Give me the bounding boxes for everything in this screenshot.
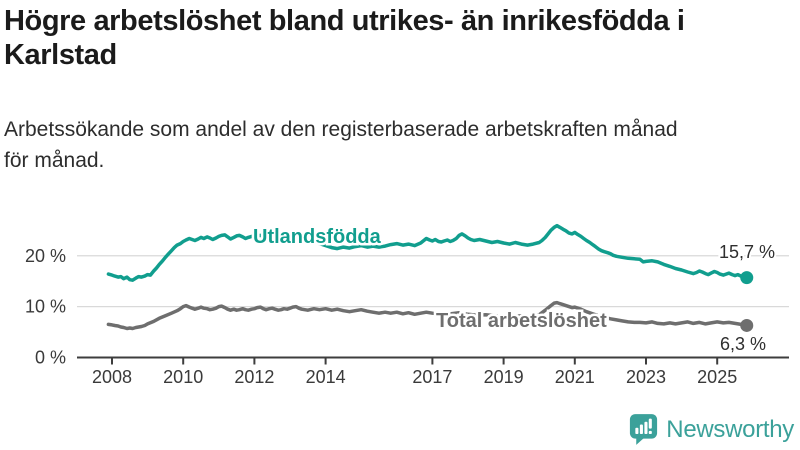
series-end-dot — [740, 318, 754, 332]
chart-title-line-1: Högre arbetslöshet bland utrikes- än inr… — [4, 5, 685, 37]
series-line — [106, 300, 749, 331]
series-end-dot — [740, 271, 754, 285]
series-end-value-label: 15,7 % — [719, 242, 775, 262]
chart-subtitle-line-1: Arbetssökande som andel av den registerb… — [4, 118, 678, 141]
unemployment-line-chart: 2008 2010 2012 2014 2017 2019 2021 2023 2025 0 % 1… — [25, 223, 789, 387]
x-tick-label: 2014 — [306, 367, 346, 387]
series-total — [106, 300, 754, 332]
series-label: Total arbetslöshet — [436, 310, 607, 332]
x-tick-label: 2023 — [626, 367, 666, 387]
y-tick-label: 20 % — [25, 246, 66, 266]
y-tick-label: 10 % — [25, 297, 66, 317]
newsworthy-wordmark: Newsworthy — [666, 415, 794, 443]
series-utlandsfodda — [106, 223, 754, 285]
x-tick-label: 2025 — [697, 367, 737, 387]
x-tick-label: 2012 — [234, 367, 274, 387]
series-end-value-label: 6,3 % — [720, 334, 766, 354]
chart-title: Högre arbetslöshet bland utrikes- än inr… — [4, 4, 798, 72]
chart-title-line-2: Karlstad — [4, 39, 117, 71]
x-axis: 2008 2010 2012 2014 2017 2019 2021 2023 2025 — [77, 356, 789, 387]
chart-subtitle-line-2: för månad. — [4, 149, 105, 172]
x-tick-label: 2021 — [555, 367, 595, 387]
x-tick-label: 2008 — [92, 367, 132, 387]
y-tick-label: 0 % — [35, 348, 66, 368]
newsworthy-logo-icon — [630, 414, 658, 445]
y-axis: 0 % 10 % 20 % — [25, 246, 66, 368]
newsworthy-logo: Newsworthy — [629, 413, 794, 446]
x-tick-label: 2010 — [163, 367, 203, 387]
x-tick-label: 2017 — [412, 367, 452, 387]
x-tick-label: 2019 — [484, 367, 524, 387]
series-line — [106, 223, 749, 282]
chart-subtitle: Arbetssökande som andel av den registerb… — [4, 114, 784, 176]
gridlines — [77, 255, 789, 308]
series-label: Utlandsfödda — [253, 226, 382, 248]
